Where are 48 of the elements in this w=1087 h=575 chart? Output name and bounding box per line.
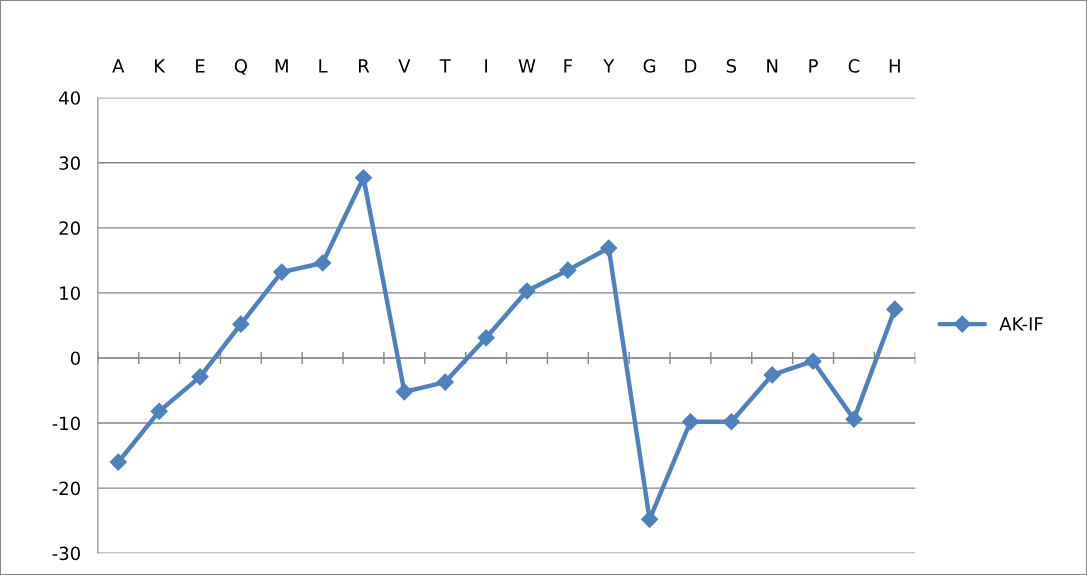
x-tick-label: Y [603,59,615,73]
x-tick-label: S [726,59,737,73]
y-tick-label: -10 [52,416,80,431]
point [763,366,781,384]
x-tick-label: K [154,59,166,73]
point [600,239,618,257]
y-tick-label: 10 [60,286,80,301]
x-tick-label: F [564,59,572,73]
y-tick-label: 20 [59,221,80,235]
point [886,300,904,318]
y-tick-label: 0 [70,351,80,366]
x-tick-label: N [767,59,778,73]
point [273,263,291,281]
x-tick-label: H [889,59,900,73]
x-tick-label: V [398,59,411,73]
x-tick-label: D [685,59,697,73]
point [436,373,454,391]
point [477,329,495,347]
point [395,383,413,401]
point [804,352,822,370]
y-tick-label: -20 [52,481,80,496]
point [559,261,577,279]
point [845,410,863,428]
x-tick-label: E [196,59,205,73]
x-tick-label: T [439,59,451,73]
x-tick-label: A [112,59,125,73]
point [109,453,127,471]
y-tick-label: -30 [52,546,80,561]
x-tick-label: I [485,59,487,73]
y-tick-label: 30 [59,156,80,170]
point [232,315,250,333]
point [150,402,168,420]
y-tick-label: 40 [59,91,80,105]
x-tick-label: R [358,59,370,73]
point [354,169,373,187]
point [314,254,332,272]
point [518,282,536,300]
x-tick-label: L [319,59,328,73]
point [191,368,209,386]
x-tick-label: Q [234,59,247,75]
x-tick-label: C [848,59,860,73]
legend-label: AK-IF [999,317,1043,331]
point [681,413,700,431]
point [722,413,740,431]
x-tick-label: M [275,59,288,73]
x-tick-label: P [809,59,818,73]
x-tick-label: G [643,59,656,73]
x-tick-label: W [518,59,536,73]
